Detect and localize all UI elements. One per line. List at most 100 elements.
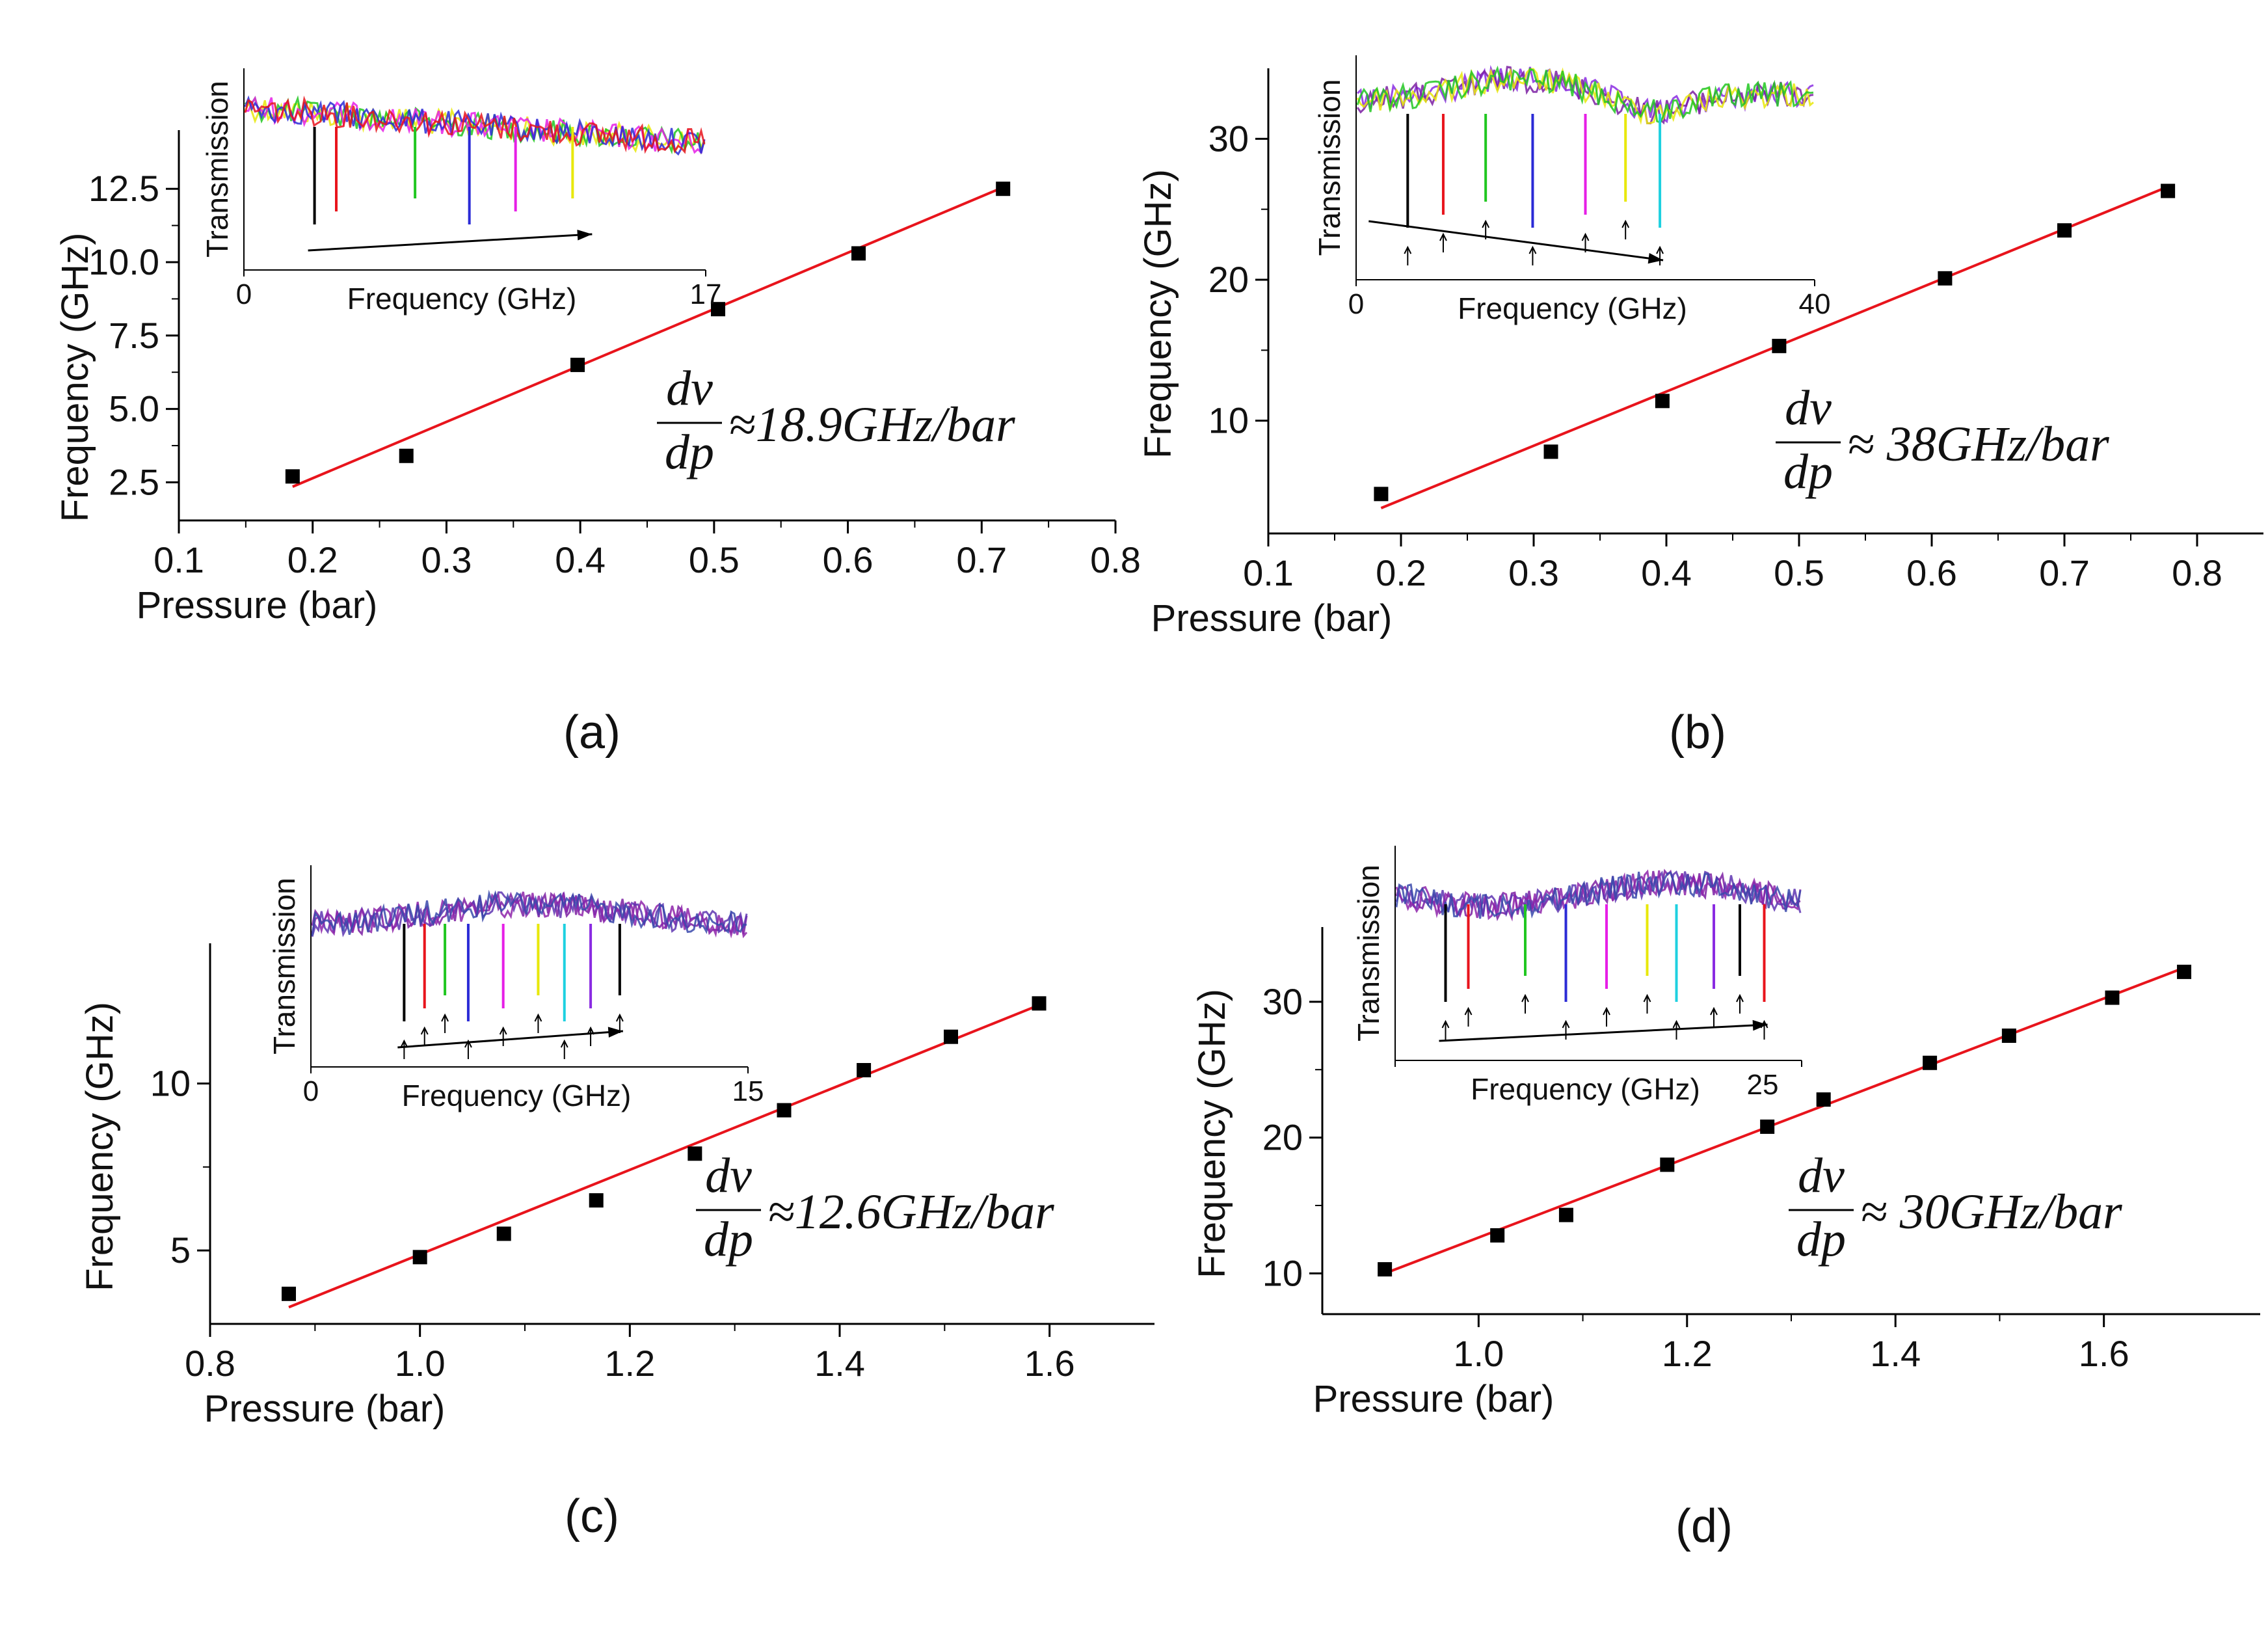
x-tick-label: 1.4 <box>1870 1333 1921 1374</box>
inset-trend-arrowhead <box>577 230 593 241</box>
inset-dip-arrowhead <box>464 1039 472 1048</box>
data-point <box>2177 964 2192 979</box>
data-point <box>1374 487 1389 502</box>
data-point <box>1760 1119 1775 1134</box>
data-point <box>2057 223 2072 238</box>
inset-plot: 0 40 Frequency (GHz) Transmission <box>1313 55 1830 325</box>
slope-denominator: dp <box>1796 1212 1846 1267</box>
slope-numerator: dv <box>1785 381 1832 435</box>
x-tick-label: 0.8 <box>1090 539 1141 580</box>
slope-numerator: dv <box>666 361 713 416</box>
y-axis-title: Frequency (GHz) <box>79 1002 121 1291</box>
data-point <box>496 1226 511 1241</box>
x-tick-label: 1.6 <box>1024 1343 1075 1384</box>
inset-plot: 25 Frequency (GHz) Transmission <box>1352 846 1802 1106</box>
data-point <box>282 1286 296 1301</box>
data-point <box>589 1193 604 1208</box>
data-point <box>1772 338 1787 353</box>
inset-y-axis-title: Transmission <box>1313 79 1346 256</box>
x-tick-label: 1.0 <box>395 1343 446 1384</box>
slope-numerator: dv <box>705 1148 752 1203</box>
slope-value: ≈ 30GHz/bar <box>1860 1185 2122 1239</box>
inset-dip-arrowhead <box>560 1039 568 1048</box>
inset-x-tick-label: 17 <box>690 278 722 310</box>
panel-label: (c) <box>565 1490 619 1542</box>
inset-y-axis-title: Transmission <box>267 878 301 1055</box>
inset-trend-arrow <box>308 233 593 252</box>
y-tick-label: 30 <box>1262 981 1303 1022</box>
data-point <box>1816 1092 1831 1107</box>
inset-trend-arrowhead <box>1648 252 1664 264</box>
inset-dip-arrowhead <box>1603 1006 1610 1016</box>
data-point <box>944 1029 959 1044</box>
inset-trace <box>311 891 748 937</box>
x-tick-label: 0.7 <box>956 539 1007 580</box>
inset-y-axis-title: Transmission <box>200 81 234 258</box>
x-tick-label: 1.0 <box>1453 1333 1504 1374</box>
x-tick-label: 0.8 <box>185 1343 235 1384</box>
x-tick-label: 0.2 <box>1376 552 1426 593</box>
data-point <box>711 302 726 317</box>
chart-panel-1: 0.1 0.2 0.3 0.4 0.5 0.6 0.7 0.8 2.5 5.0 7.5 10.0 12.… <box>54 68 1141 759</box>
inset-dip-arrowhead <box>441 1013 449 1022</box>
y-tick-label: 30 <box>1208 118 1249 159</box>
x-tick-label: 0.4 <box>1641 552 1692 593</box>
x-tick-label: 1.2 <box>604 1343 655 1384</box>
y-axis-title: Frequency (GHz) <box>1191 989 1233 1278</box>
data-point <box>851 246 866 261</box>
inset-trend-arrow <box>397 1030 623 1049</box>
inset-dip-arrowhead <box>400 1039 408 1048</box>
inset-trace <box>244 96 706 154</box>
inset-dip-arrowhead <box>1736 993 1744 1003</box>
data-point <box>412 1250 427 1265</box>
chart-panel-3: 0.8 1.0 1.2 1.4 1.6 5 10 Pressure (bar) Frequenc… <box>79 865 1154 1542</box>
inset-dip-arrowhead <box>1528 245 1537 254</box>
linear-fit-line <box>1384 966 2185 1275</box>
x-tick-label: 0.3 <box>1508 552 1559 593</box>
slope-value: ≈ 38GHz/bar <box>1847 417 2109 472</box>
y-axis-title: Frequency (GHz) <box>1137 169 1179 459</box>
linear-fit-line <box>288 1004 1040 1309</box>
inset-trace <box>1395 871 1802 919</box>
inset-dip-arrowhead <box>1441 1019 1450 1029</box>
inset-x-tick-label: 25 <box>1747 1069 1779 1101</box>
inset-x-tick-label: 15 <box>732 1075 764 1107</box>
inset-dip-arrowhead <box>1656 245 1664 254</box>
inset-dip-arrowhead <box>615 1013 624 1022</box>
y-tick-label: 2.5 <box>109 461 159 502</box>
data-point <box>1655 394 1670 409</box>
y-tick-label: 10 <box>1208 400 1249 441</box>
x-axis-title: Pressure (bar) <box>1313 1378 1554 1420</box>
data-point <box>1660 1157 1675 1172</box>
inset-dip-arrowhead <box>534 1013 542 1022</box>
inset-x-axis-title: Frequency (GHz) <box>347 282 577 316</box>
inset-dip-arrowhead <box>1439 232 1447 241</box>
slope-numerator: dv <box>1798 1148 1845 1203</box>
data-point <box>1923 1055 1938 1070</box>
slope-denominator: dp <box>665 425 714 479</box>
inset-x-axis-title: Frequency (GHz) <box>1471 1072 1700 1106</box>
x-tick-label: 0.6 <box>1906 552 1957 593</box>
x-tick-label: 0.1 <box>1243 552 1294 593</box>
data-point <box>857 1063 872 1077</box>
data-point <box>399 448 414 463</box>
data-point <box>285 469 300 484</box>
y-tick-label: 20 <box>1262 1117 1303 1158</box>
data-point <box>2161 183 2176 198</box>
data-point <box>1543 444 1558 459</box>
data-point <box>2105 990 2120 1005</box>
x-tick-label: 0.8 <box>2172 552 2222 593</box>
y-tick-label: 10 <box>150 1063 191 1104</box>
inset-x-axis-title: Frequency (GHz) <box>1458 291 1687 325</box>
inset-dip-arrowhead <box>587 1026 594 1035</box>
x-tick-label: 1.6 <box>2079 1333 2129 1374</box>
y-axis-title: Frequency (GHz) <box>54 233 96 522</box>
data-point <box>570 357 585 372</box>
x-tick-label: 0.5 <box>689 539 740 580</box>
y-tick-label: 20 <box>1208 259 1249 300</box>
inset-dip-arrowhead <box>1521 993 1529 1003</box>
x-axis-title: Pressure (bar) <box>204 1388 446 1430</box>
chart-panel-4: 1.0 1.2 1.4 1.6 10 20 30 Pressure (bar) Frequenc… <box>1191 846 2260 1552</box>
inset-x-tick-label: 40 <box>1799 288 1831 320</box>
